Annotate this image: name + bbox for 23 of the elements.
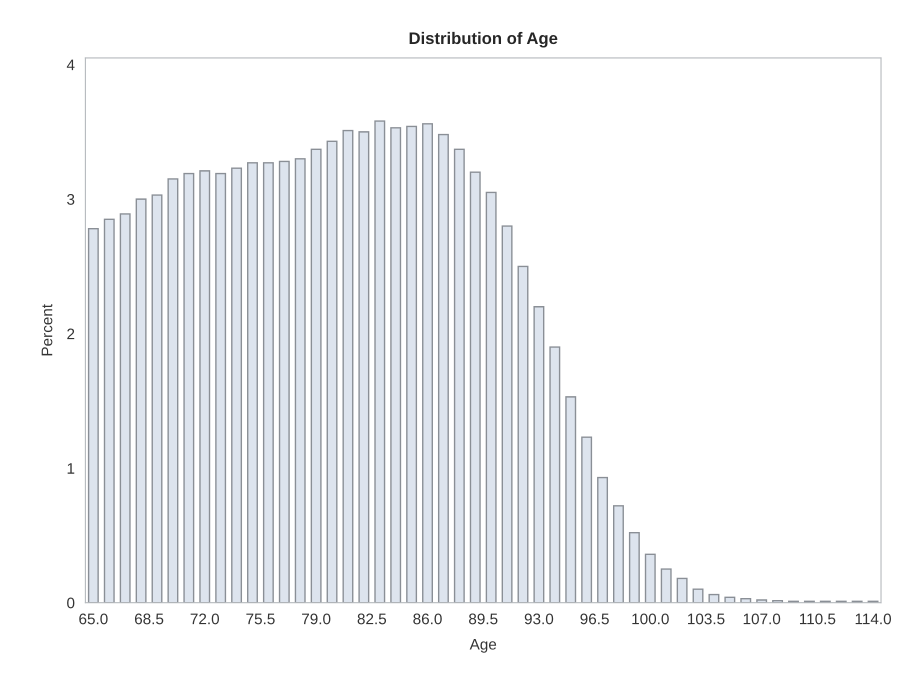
x-tick-label: 75.5: [246, 614, 275, 624]
x-tick-label: 100.0: [632, 614, 669, 624]
x-tick-label: 107.0: [744, 614, 780, 624]
x-tick-label: 86.0: [413, 614, 442, 624]
y-tick-label: 4: [66, 60, 75, 70]
y-tick-label: 1: [68, 463, 74, 474]
y-axis-title: Percent: [42, 304, 52, 356]
x-tick-label: 103.5: [688, 614, 724, 624]
y-tick-label: 3: [67, 194, 74, 205]
x-tick-label: 79.0: [302, 614, 330, 624]
x-tick-label: 96.5: [580, 614, 609, 624]
y-tick-label: 0: [67, 598, 74, 608]
x-tick-label: 72.0: [190, 614, 220, 624]
x-tick-label: 110.5: [800, 614, 836, 624]
x-tick-label: 68.5: [134, 614, 164, 624]
y-tick-label: 2: [67, 328, 74, 340]
x-tick-label: 89.5: [469, 614, 498, 624]
chart-title: Distribution of Age: [410, 32, 558, 48]
x-axis-title: Age: [470, 639, 496, 653]
x-tick-label: 93.0: [524, 614, 554, 624]
x-tick-label: 114.0: [856, 614, 892, 624]
x-tick-label: 82.5: [358, 614, 386, 624]
x-tick-label: 65.0: [79, 614, 108, 624]
